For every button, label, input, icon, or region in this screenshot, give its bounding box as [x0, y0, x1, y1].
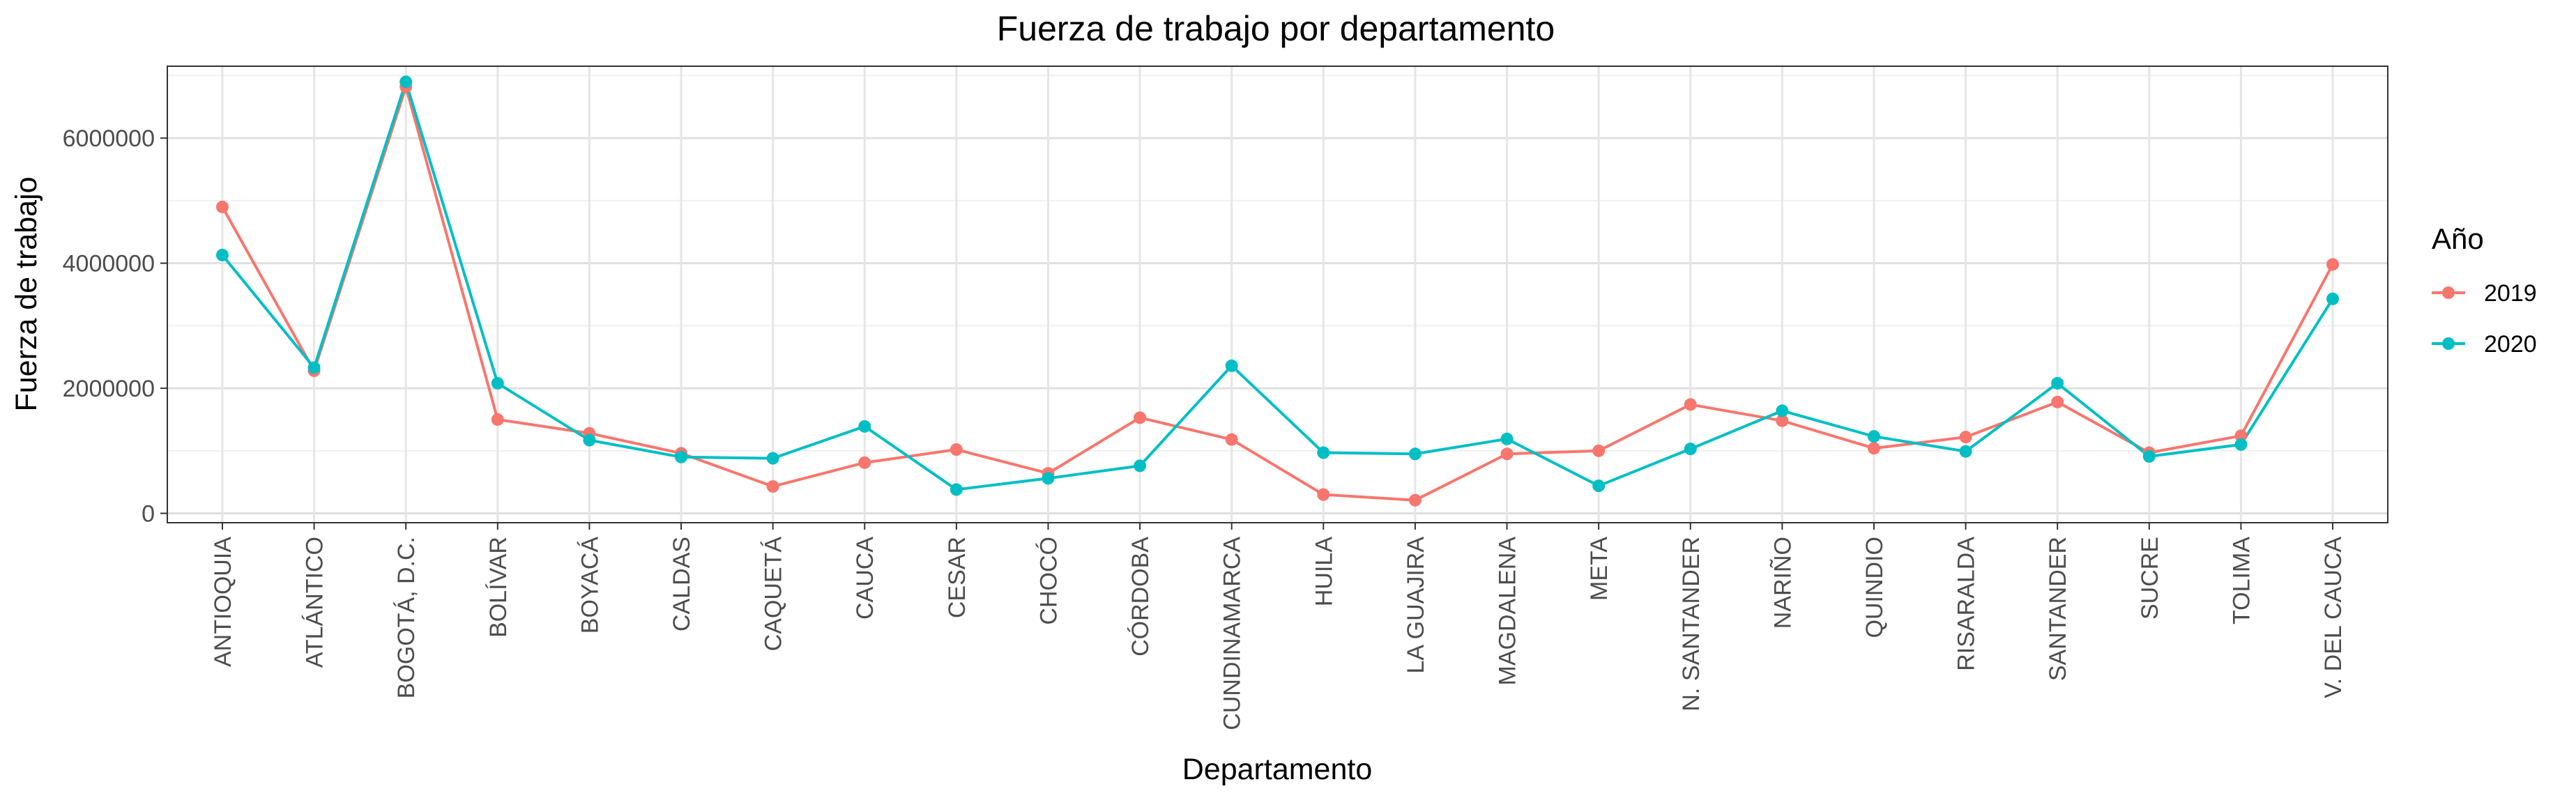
x-tick-label: N. SANTANDER — [1678, 537, 1705, 712]
data-point-2020 — [950, 483, 963, 496]
x-tick-label: META — [1586, 537, 1613, 601]
data-point-2019 — [1500, 447, 1514, 461]
x-tick-label: BOYACÁ — [577, 537, 603, 634]
x-tick-label: CUNDINAMARCA — [1219, 537, 1246, 730]
data-point-2019 — [1684, 398, 1697, 411]
data-point-2020 — [583, 433, 596, 447]
x-tick-label: LA GUAJIRA — [1403, 537, 1429, 674]
x-tick-label: CHOCÓ — [1035, 537, 1062, 625]
y-axis-title: Fuerza de trabajo — [10, 176, 43, 411]
plot-panel — [167, 66, 2388, 523]
data-point-2020 — [1225, 359, 1238, 372]
data-point-2020 — [307, 361, 321, 374]
data-point-2019 — [1867, 442, 1880, 455]
y-tick-label: 6000000 — [63, 125, 155, 152]
x-tick-label: V. DEL CAUCA — [2320, 537, 2347, 698]
x-axis: ANTIOQUIA ATLÁNTICO BOGOTÁ, D.C. BOLÍVAR BOY… — [210, 523, 2347, 730]
data-point-2020 — [1500, 432, 1514, 445]
data-point-2019 — [2326, 258, 2340, 271]
grid — [167, 66, 2388, 523]
legend-key-point — [2442, 286, 2455, 299]
x-axis-title: Departamento — [1182, 753, 1373, 786]
legend-key-point — [2442, 337, 2455, 350]
data-point-2019 — [2234, 429, 2248, 443]
data-point-2020 — [491, 376, 504, 390]
data-point-2020 — [1867, 430, 1880, 443]
x-tick-label: CAQUETÁ — [761, 537, 787, 652]
legend-items: 2019 2020 — [2432, 280, 2537, 358]
data-point-2019 — [950, 443, 963, 456]
series-lines — [215, 75, 2340, 507]
x-tick-label: RISARALDA — [1953, 537, 1980, 671]
series-line-2020 — [221, 80, 2334, 491]
y-tick-label: 0 — [142, 501, 155, 528]
data-point-2020 — [2142, 450, 2156, 463]
legend-title: Año — [2432, 222, 2484, 255]
x-tick-label: BOLÍVAR — [485, 537, 512, 638]
data-point-2019 — [1225, 433, 1238, 446]
data-point-2020 — [1134, 459, 1147, 473]
y-axis: 0 2000000 4000000 6000000 — [63, 125, 167, 528]
y-tick-label: 2000000 — [63, 376, 155, 402]
data-point-2020 — [2051, 376, 2064, 390]
data-point-2020 — [858, 420, 871, 433]
data-point-2020 — [1776, 404, 1789, 417]
data-point-2019 — [491, 413, 504, 426]
data-point-2019 — [1134, 411, 1147, 424]
legend-label: 2020 — [2484, 331, 2537, 358]
legend-label: 2019 — [2484, 280, 2537, 307]
x-tick-label: NARIÑO — [1769, 537, 1796, 629]
x-tick-label: ANTIOQUIA — [210, 537, 236, 667]
x-tick-label: QUINDIO — [1861, 537, 1888, 638]
data-point-2020 — [215, 248, 229, 261]
plot-border — [167, 66, 2388, 523]
data-point-2019 — [215, 200, 229, 213]
data-point-2019 — [1959, 431, 1972, 444]
data-point-2020 — [675, 450, 688, 463]
data-point-2019 — [1317, 488, 1330, 501]
data-point-2019 — [766, 479, 779, 493]
data-point-2019 — [2051, 395, 2064, 408]
data-point-2019 — [858, 456, 871, 469]
data-point-2020 — [1408, 447, 1422, 461]
data-point-2020 — [2234, 438, 2248, 451]
data-point-2020 — [1684, 443, 1697, 456]
data-point-2020 — [399, 75, 413, 89]
data-point-2019 — [1776, 414, 1789, 427]
data-point-2019 — [1592, 444, 1606, 457]
legend: Año 2019 2020 — [2432, 222, 2537, 358]
x-tick-label: SUCRE — [2137, 537, 2163, 620]
x-tick-label: CAUCA — [852, 537, 878, 620]
x-tick-label: TOLIMA — [2228, 537, 2255, 624]
data-point-2019 — [1408, 493, 1422, 507]
x-tick-label: ATLÁNTICO — [302, 537, 328, 668]
data-point-2020 — [1592, 479, 1606, 493]
data-point-2020 — [1317, 446, 1330, 459]
x-tick-label: MAGDALENA — [1495, 537, 1521, 686]
x-tick-label: SANTANDER — [2045, 537, 2071, 681]
x-tick-label: BOGOTÁ, D.C. — [393, 537, 420, 698]
data-point-2020 — [766, 452, 779, 465]
x-tick-label: CÓRDOBA — [1127, 537, 1154, 657]
data-point-2020 — [1959, 445, 1972, 458]
chart-title: Fuerza de trabajo por departamento — [997, 9, 1555, 48]
x-tick-label: CESAR — [944, 537, 970, 618]
x-tick-label: CALDAS — [669, 537, 695, 631]
data-point-2020 — [1042, 472, 1055, 485]
x-tick-label: HUILA — [1311, 537, 1337, 606]
data-point-2020 — [2326, 292, 2340, 305]
y-tick-label: 4000000 — [63, 251, 155, 277]
